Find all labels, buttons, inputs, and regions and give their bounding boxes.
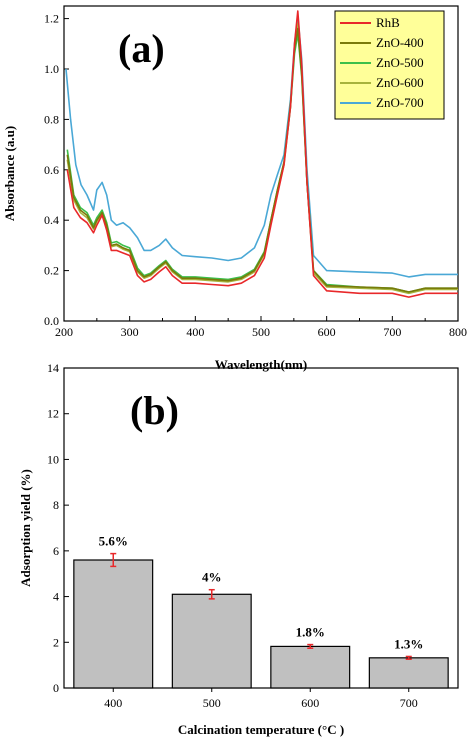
plot-frame — [63, 367, 459, 689]
legend-entry: ZnO-400 — [376, 35, 424, 50]
absorbance-chart: 200 300 400 500 600 700 800 0.0 0.2 0.4 0.6 0.8 1.0… — [2, 5, 467, 372]
x-tick-label: 500 — [252, 325, 270, 339]
x-tick-label: 700 — [383, 325, 401, 339]
x-tick-label: 500 — [203, 696, 221, 710]
y-tick-label: 1.2 — [44, 12, 59, 26]
y-axis-label: Absorbance (a.u) — [2, 126, 17, 221]
y-tick-label: 12 — [47, 407, 59, 421]
legend-entry: ZnO-500 — [376, 55, 424, 70]
y-tick-label: 4 — [53, 590, 59, 604]
legend-entry: RhB — [376, 15, 400, 30]
x-axis-ticks: 400 500 600 700 — [104, 688, 418, 710]
data-label: 4% — [202, 570, 222, 585]
data-label: 1.3% — [394, 636, 423, 651]
x-tick-label: 600 — [318, 325, 336, 339]
bar-600 — [270, 645, 351, 689]
data-label: 1.8% — [296, 625, 325, 640]
y-axis-ticks: 0.0 0.2 0.4 0.6 0.8 1.0 1.2 — [44, 12, 69, 328]
series-line-zno-700 — [65, 15, 458, 278]
y-tick-label: 0.6 — [44, 163, 59, 177]
y-tick-label: 0.2 — [44, 264, 59, 278]
bar-700 — [368, 657, 449, 689]
x-tick-label: 400 — [186, 325, 204, 339]
y-axis-label: Adsorption yield (%) — [18, 469, 33, 587]
legend: RhB ZnO-400 ZnO-500 ZnO-600 ZnO-700 — [334, 10, 445, 120]
y-tick-label: 2 — [53, 635, 59, 649]
x-tick-label: 300 — [121, 325, 139, 339]
bar-400 — [73, 559, 154, 689]
x-tick-label: 200 — [55, 325, 73, 339]
x-tick-label: 400 — [104, 696, 122, 710]
y-tick-label: 0.4 — [44, 213, 59, 227]
series-line-rhb — [66, 10, 458, 298]
y-axis-ticks: 0 2 4 6 8 10 12 14 — [47, 361, 69, 695]
x-axis-label: Wavelength(nm) — [215, 357, 307, 372]
y-tick-label: 14 — [47, 361, 59, 375]
y-tick-label: 0 — [53, 681, 59, 695]
x-tick-label: 700 — [400, 696, 418, 710]
legend-entry: ZnO-600 — [376, 75, 424, 90]
legend-box — [334, 10, 445, 120]
data-label: 5.6% — [99, 534, 128, 549]
x-tick-label: 800 — [449, 325, 467, 339]
y-tick-label: 0.8 — [44, 112, 59, 126]
bar-500 — [171, 593, 252, 689]
y-tick-label: 8 — [53, 498, 59, 512]
x-tick-label: 600 — [301, 696, 319, 710]
x-axis-label: Calcination temperature (°C ) — [178, 722, 344, 737]
y-tick-label: 10 — [47, 452, 59, 466]
y-tick-label: 1.0 — [44, 62, 59, 76]
series-lines — [65, 10, 458, 298]
legend-entry: ZnO-700 — [376, 95, 424, 110]
bars: 5.6% 4% 1.8% 1.3% — [73, 534, 449, 689]
y-tick-label: 6 — [53, 544, 59, 558]
panel-label: (b) — [130, 388, 179, 433]
y-tick-label: 0.0 — [44, 314, 59, 328]
x-axis-ticks: 200 300 400 500 600 700 800 — [55, 316, 467, 339]
panel-label: (a) — [118, 26, 165, 71]
